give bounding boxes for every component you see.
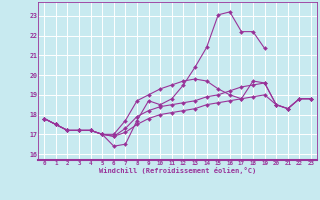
X-axis label: Windchill (Refroidissement éolien,°C): Windchill (Refroidissement éolien,°C): [99, 167, 256, 174]
